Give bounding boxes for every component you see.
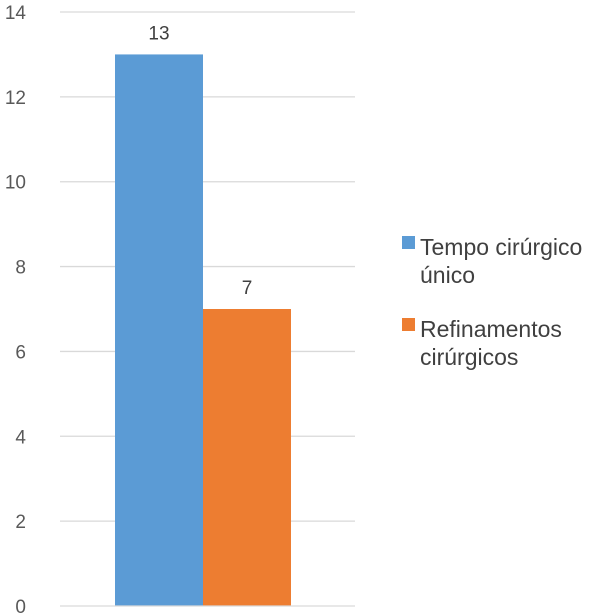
legend-label: Tempo cirúrgico — [420, 234, 582, 260]
y-tick-label: 0 — [15, 597, 26, 615]
y-tick-label: 12 — [5, 88, 26, 109]
data-labels: 13 7 — [148, 23, 252, 299]
data-label: 7 — [242, 278, 253, 299]
legend-swatch-1 — [402, 236, 415, 249]
y-tick-label: 14 — [5, 3, 27, 24]
bars — [115, 54, 291, 606]
y-tick-label: 10 — [5, 173, 26, 194]
y-tick-label: 2 — [15, 512, 26, 533]
legend-label: único — [420, 262, 475, 288]
y-tick-label: 4 — [15, 427, 26, 448]
legend-label: cirúrgicos — [420, 344, 518, 370]
y-tick-label: 8 — [15, 258, 26, 279]
bar-1 — [115, 54, 203, 606]
legend-label: Refinamentos — [420, 316, 562, 342]
bar-2 — [203, 309, 291, 606]
y-tick-label: 6 — [15, 342, 26, 363]
data-label: 13 — [148, 23, 169, 44]
y-axis-tick-labels: 0 2 4 6 8 10 12 14 — [5, 3, 27, 615]
legend-swatch-2 — [402, 318, 415, 331]
